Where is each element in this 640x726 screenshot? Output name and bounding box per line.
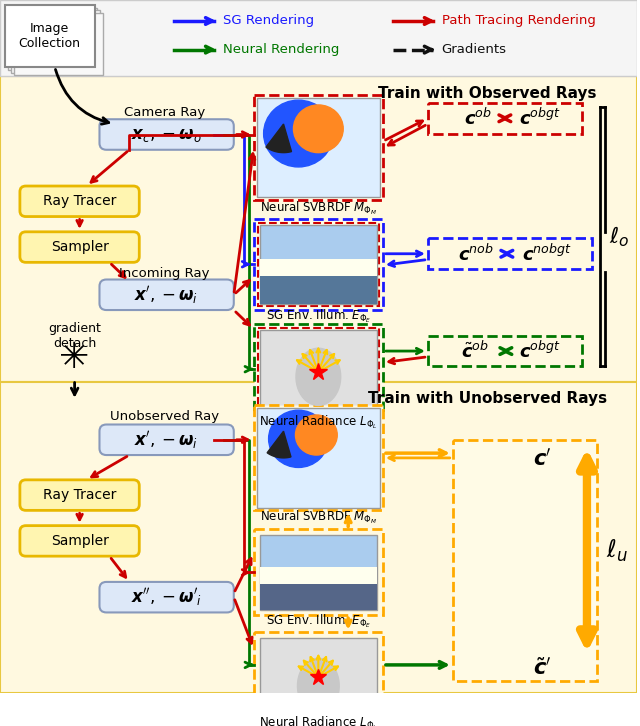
Text: Sampler: Sampler bbox=[51, 240, 109, 254]
Bar bbox=[428, 336, 582, 367]
Text: $\tilde{\boldsymbol{c}}^{ob}$: $\tilde{\boldsymbol{c}}^{ob}$ bbox=[461, 340, 488, 362]
Text: $\tilde{\boldsymbol{c}}'$: $\tilde{\boldsymbol{c}}'$ bbox=[533, 657, 552, 679]
Circle shape bbox=[294, 105, 343, 152]
Text: $\boldsymbol{x}_c, -\boldsymbol{\omega}_o$: $\boldsymbol{x}_c, -\boldsymbol{\omega}_… bbox=[131, 126, 202, 144]
Text: ✳: ✳ bbox=[60, 340, 90, 375]
Text: Neural Radiance $L_{\Phi_L}$: Neural Radiance $L_{\Phi_L}$ bbox=[259, 414, 378, 431]
FancyBboxPatch shape bbox=[99, 280, 234, 310]
Text: SG Env. Illum. $E_{\Phi_E}$: SG Env. Illum. $E_{\Phi_E}$ bbox=[266, 612, 371, 630]
Text: $\boldsymbol{c}^{obgt}$: $\boldsymbol{c}^{obgt}$ bbox=[519, 107, 561, 129]
Bar bbox=[0, 76, 637, 382]
Circle shape bbox=[264, 100, 333, 167]
FancyBboxPatch shape bbox=[99, 425, 234, 455]
Bar bbox=[428, 103, 582, 134]
Text: $\ell_u$: $\ell_u$ bbox=[606, 537, 628, 563]
Text: Path Tracing Rendering: Path Tracing Rendering bbox=[442, 15, 596, 28]
FancyBboxPatch shape bbox=[99, 582, 234, 613]
Text: Unobserved Ray: Unobserved Ray bbox=[109, 410, 219, 423]
Text: $\boldsymbol{c}^{nob}$: $\boldsymbol{c}^{nob}$ bbox=[458, 243, 493, 264]
Bar bbox=[260, 567, 377, 584]
FancyBboxPatch shape bbox=[20, 232, 140, 262]
Bar bbox=[253, 325, 383, 415]
Text: Neural SVBRDF $M_{\Phi_M}$: Neural SVBRDF $M_{\Phi_M}$ bbox=[260, 199, 377, 217]
Text: $\boldsymbol{c}'$: $\boldsymbol{c}'$ bbox=[533, 447, 552, 469]
FancyBboxPatch shape bbox=[20, 480, 140, 510]
Bar bbox=[260, 535, 377, 610]
Text: Incoming Ray: Incoming Ray bbox=[119, 267, 209, 280]
Text: Gradients: Gradients bbox=[442, 43, 507, 56]
Bar bbox=[253, 529, 383, 616]
Text: $\boldsymbol{x}'', -\boldsymbol{\omega}'_i$: $\boldsymbol{x}'', -\boldsymbol{\omega}'… bbox=[131, 586, 202, 608]
Text: Neural SVBRDF $M_{\Phi_M}$: Neural SVBRDF $M_{\Phi_M}$ bbox=[260, 508, 377, 526]
FancyBboxPatch shape bbox=[20, 186, 140, 216]
Polygon shape bbox=[298, 658, 339, 714]
Bar bbox=[257, 408, 380, 507]
Bar bbox=[428, 238, 592, 269]
Bar bbox=[260, 581, 377, 610]
Bar bbox=[11, 10, 100, 73]
Bar bbox=[260, 258, 377, 276]
Text: $\boldsymbol{x}', -\boldsymbol{\omega}_i$: $\boldsymbol{x}', -\boldsymbol{\omega}_i… bbox=[134, 284, 198, 306]
FancyBboxPatch shape bbox=[20, 526, 140, 556]
Bar bbox=[14, 13, 104, 76]
Bar bbox=[258, 223, 379, 306]
Bar bbox=[260, 638, 377, 713]
Text: Camera Ray: Camera Ray bbox=[124, 106, 205, 119]
Text: $\ell_o$: $\ell_o$ bbox=[609, 224, 629, 249]
Text: $\boldsymbol{x}', -\boldsymbol{\omega}_i$: $\boldsymbol{x}', -\boldsymbol{\omega}_i… bbox=[134, 429, 198, 451]
Text: SG Rendering: SG Rendering bbox=[223, 15, 314, 28]
Bar bbox=[257, 98, 380, 197]
Text: Ray Tracer: Ray Tracer bbox=[43, 195, 116, 208]
Polygon shape bbox=[267, 431, 291, 458]
Text: $\boldsymbol{c}^{nobgt}$: $\boldsymbol{c}^{nobgt}$ bbox=[522, 243, 572, 264]
Bar bbox=[452, 440, 597, 681]
Text: Neural Radiance $L_{\Phi_L}$: Neural Radiance $L_{\Phi_L}$ bbox=[259, 714, 378, 726]
Polygon shape bbox=[266, 124, 291, 152]
Circle shape bbox=[269, 410, 328, 468]
Bar bbox=[260, 225, 377, 304]
Bar bbox=[0, 0, 637, 76]
Text: Image
Collection: Image Collection bbox=[19, 23, 81, 50]
Text: $\boldsymbol{c}^{ob}$: $\boldsymbol{c}^{ob}$ bbox=[463, 107, 492, 129]
Bar bbox=[260, 330, 377, 409]
Circle shape bbox=[296, 415, 337, 455]
Text: $\boldsymbol{c}^{obgt}$: $\boldsymbol{c}^{obgt}$ bbox=[519, 340, 561, 362]
Bar bbox=[253, 219, 383, 310]
Bar bbox=[253, 405, 383, 510]
Text: Train with Observed Rays: Train with Observed Rays bbox=[378, 86, 596, 101]
Polygon shape bbox=[296, 348, 340, 405]
Bar bbox=[258, 328, 379, 411]
Text: SG Env. Illum. $E_{\Phi_E}$: SG Env. Illum. $E_{\Phi_E}$ bbox=[266, 308, 371, 325]
Text: Neural Rendering: Neural Rendering bbox=[223, 43, 339, 56]
Text: gradient
detach: gradient detach bbox=[48, 322, 101, 350]
Text: Train with Unobserved Rays: Train with Unobserved Rays bbox=[368, 391, 607, 407]
Bar bbox=[253, 632, 383, 718]
Bar bbox=[8, 8, 97, 70]
Bar bbox=[253, 95, 383, 200]
FancyBboxPatch shape bbox=[99, 119, 234, 150]
Text: Sampler: Sampler bbox=[51, 534, 109, 548]
Text: Ray Tracer: Ray Tracer bbox=[43, 488, 116, 502]
Bar bbox=[260, 273, 377, 304]
Bar bbox=[0, 382, 637, 693]
Bar bbox=[5, 5, 95, 67]
